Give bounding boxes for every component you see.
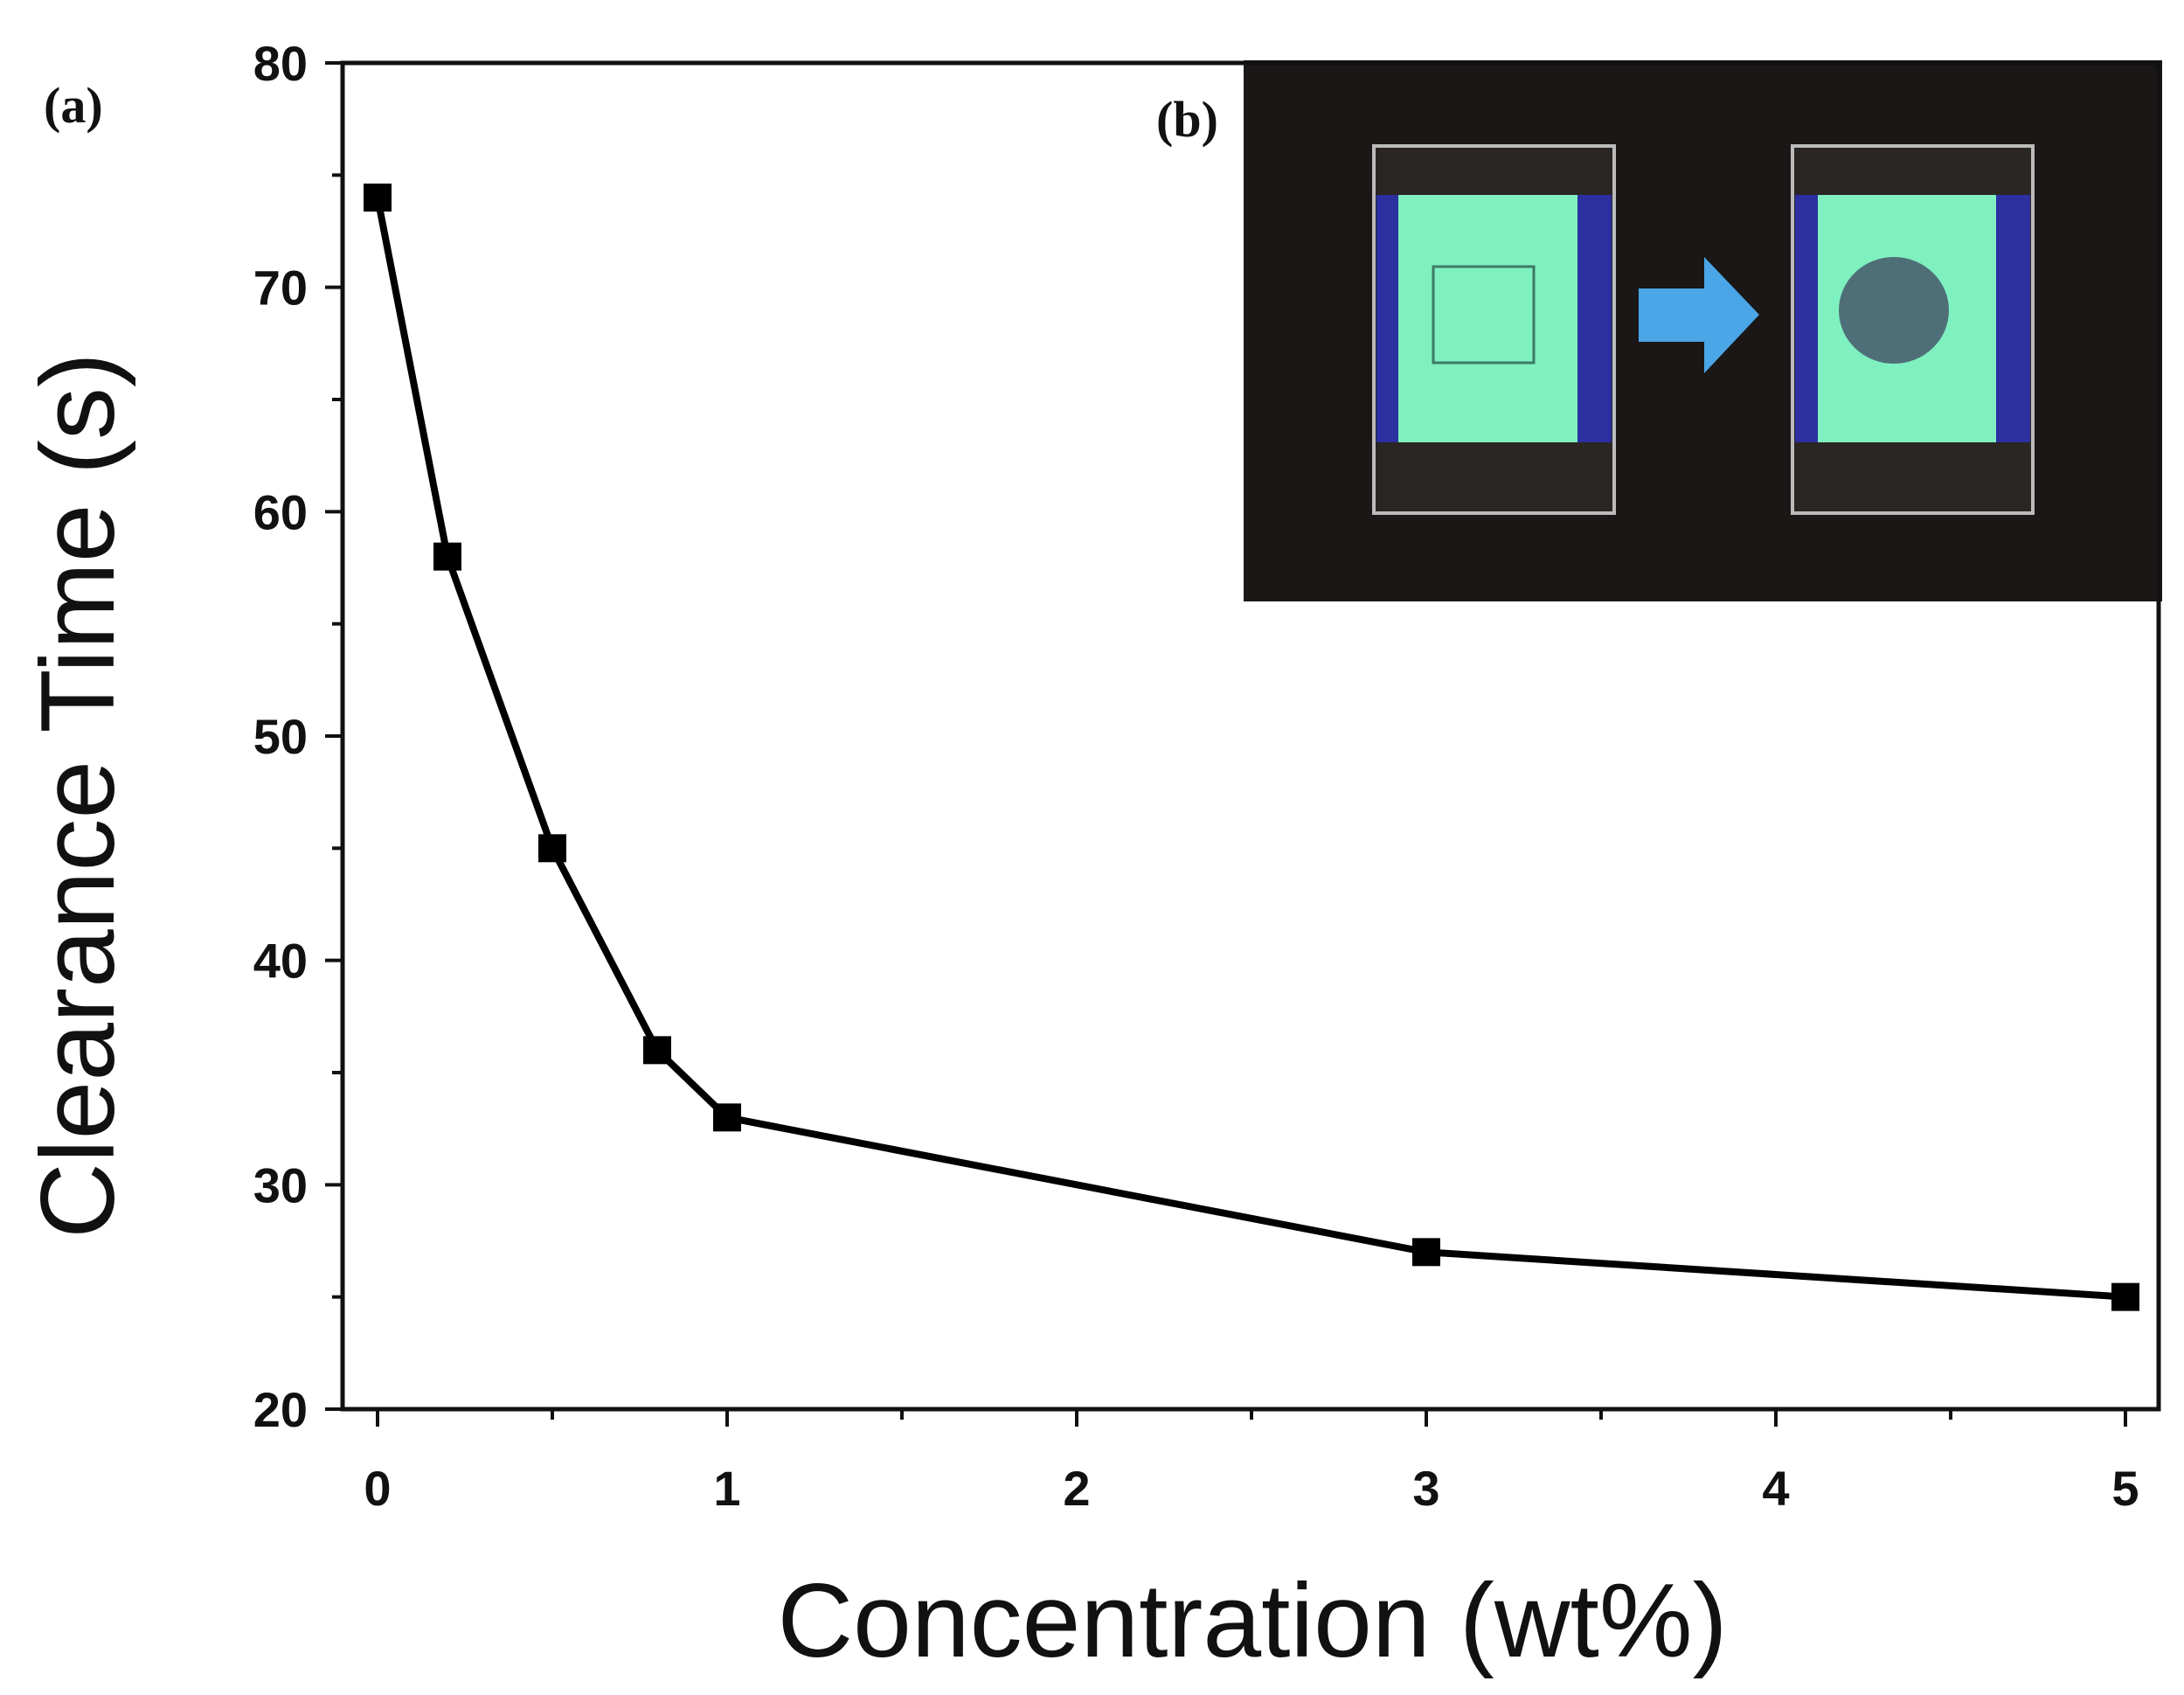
data-point-marker (643, 1036, 671, 1065)
x-tick-label: 5 (2111, 1461, 2139, 1516)
y-tick-label: 30 (253, 1157, 308, 1212)
x-tick-label: 3 (1412, 1461, 1439, 1516)
y-tick-label: 70 (253, 261, 308, 316)
y-axis-label: Clearance Time (s) (19, 352, 136, 1239)
y-tick-label: 60 (253, 484, 308, 539)
data-point-marker (538, 834, 566, 863)
x-tick-label: 4 (1762, 1461, 1789, 1516)
x-tick-label: 1 (713, 1461, 740, 1516)
data-point-marker (713, 1103, 741, 1132)
y-tick-label: 50 (253, 709, 308, 764)
slide-before (1372, 144, 1616, 515)
panel-label-a: (a) (44, 77, 103, 134)
data-point-marker (2111, 1282, 2139, 1311)
y-tick-label: 40 (253, 934, 308, 989)
x-tick-label: 2 (1063, 1461, 1090, 1516)
x-tick-label: 0 (364, 1461, 391, 1516)
x-axis-label: Concentration (wt%) (777, 1562, 1727, 1679)
slide-after (1791, 144, 2035, 515)
data-point-marker (364, 184, 392, 212)
data-point-marker (1412, 1238, 1440, 1267)
axes: 0 1 2 3 4 5 20 30 40 50 60 70 80 (253, 36, 2161, 1516)
panel-label-b: (b) (1156, 91, 1218, 148)
y-tick-label: 20 (253, 1382, 308, 1437)
y-tick-label: 80 (253, 36, 308, 91)
arrow-icon (1639, 257, 1759, 373)
series (364, 184, 2139, 1311)
data-point-marker (433, 542, 461, 571)
inset-photo (1244, 60, 2162, 601)
